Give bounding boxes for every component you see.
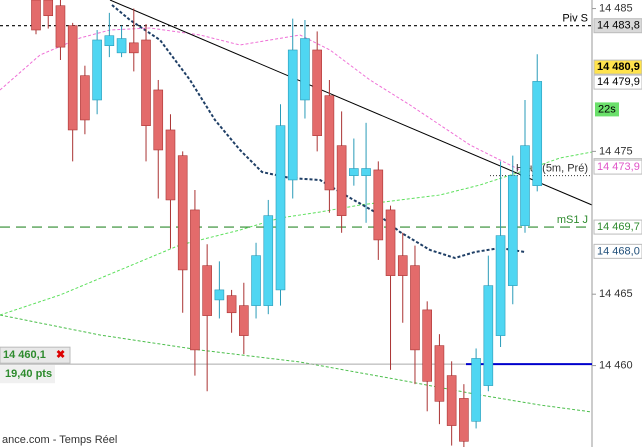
close-position[interactable]: ✖ — [56, 349, 65, 361]
position-box — [0, 346, 71, 364]
candle-body — [67, 25, 78, 131]
candle-body — [520, 145, 530, 226]
candle-body — [92, 39, 102, 101]
candle-body — [226, 295, 237, 314]
timer-box — [595, 102, 619, 117]
candle-body — [459, 398, 469, 442]
price-label: 14 479,9 — [597, 76, 640, 88]
y-tick-label: 14 485 — [599, 2, 633, 14]
candle-body — [275, 125, 286, 291]
source: ance.com - Temps Réel — [2, 434, 117, 446]
candle-body — [31, 0, 41, 31]
candle-body — [141, 39, 151, 126]
green-average-2 — [0, 314, 593, 413]
price-box — [593, 219, 642, 235]
level-label: 14 469,7 — [597, 221, 640, 233]
y-tick-label: 14 465 — [599, 288, 633, 300]
pts-box — [0, 365, 55, 384]
y-tick-label: 14 460 — [599, 360, 633, 372]
candle-body — [287, 49, 298, 181]
trend-line — [109, 0, 593, 206]
price-label: 14 473,9 — [597, 161, 640, 173]
price-label: 14 468,0 — [597, 245, 640, 257]
candle-body — [495, 235, 506, 336]
candle-body — [532, 81, 543, 186]
candle-body — [410, 265, 420, 351]
candle-body — [165, 129, 176, 201]
candle-body — [263, 215, 274, 306]
candle-body — [239, 305, 249, 336]
price-box — [593, 18, 642, 34]
level-name: Piv S — [562, 13, 588, 25]
candle-body — [80, 75, 90, 121]
candle-body — [214, 289, 225, 301]
candle-body — [104, 35, 115, 46]
candle-body — [483, 285, 494, 386]
candle-body — [300, 38, 310, 101]
candle-body — [251, 255, 261, 306]
candle-body — [336, 145, 347, 216]
candle-body — [446, 375, 457, 426]
candle-body — [116, 38, 127, 54]
timer: 22s — [598, 103, 616, 115]
position-price: 14 460,1 — [3, 349, 46, 361]
candle-body — [55, 5, 66, 48]
candle-body — [397, 255, 408, 276]
price-box — [593, 243, 642, 259]
price-box — [593, 159, 642, 175]
candle-body — [190, 209, 200, 351]
candle-body — [385, 209, 396, 276]
price-box — [593, 59, 642, 75]
candle-body — [373, 169, 384, 241]
y-tick-label: 14 475 — [599, 145, 633, 157]
candle-body — [43, 0, 54, 17]
candle-body — [422, 309, 433, 382]
candle-body — [153, 89, 164, 151]
candle-body — [324, 95, 335, 191]
pink-average — [0, 27, 531, 176]
candle-body — [434, 345, 445, 402]
candle-body — [349, 168, 359, 176]
position-pts: 19,40 pts — [5, 368, 52, 380]
blue-average — [111, 4, 526, 260]
price-box — [593, 74, 642, 90]
price-label: 14 480,9 — [597, 61, 640, 73]
candle-body — [177, 155, 188, 271]
candle-body — [202, 265, 212, 316]
candle-body — [471, 358, 481, 422]
candle-body — [361, 168, 371, 176]
candle-body — [129, 42, 139, 54]
level-label: 14 483,8 — [597, 20, 640, 32]
level-name: mS1 J — [557, 214, 588, 226]
candle-body — [312, 49, 322, 136]
candle-body — [507, 175, 518, 286]
